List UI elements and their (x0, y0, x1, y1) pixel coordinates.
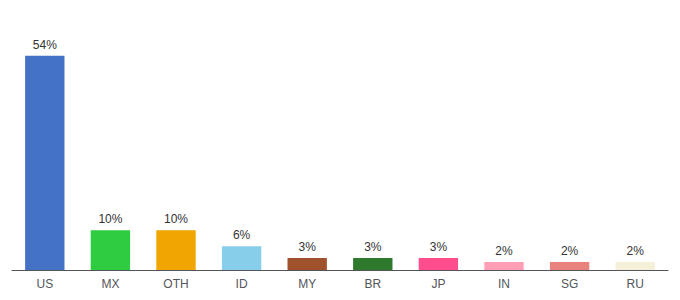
svg-text:BR: BR (364, 277, 381, 291)
svg-text:3%: 3% (430, 240, 448, 254)
svg-text:RU: RU (627, 277, 644, 291)
svg-text:MY: MY (298, 277, 316, 291)
svg-text:MX: MX (101, 277, 119, 291)
svg-text:54%: 54% (33, 38, 57, 52)
svg-text:SG: SG (561, 277, 578, 291)
svg-text:US: US (36, 277, 53, 291)
svg-text:3%: 3% (364, 240, 382, 254)
svg-text:2%: 2% (561, 244, 579, 258)
svg-text:2%: 2% (495, 244, 513, 258)
svg-text:JP: JP (431, 277, 445, 291)
svg-text:3%: 3% (299, 240, 317, 254)
svg-text:IN: IN (498, 277, 510, 291)
svg-text:2%: 2% (627, 244, 645, 258)
svg-text:OTH: OTH (163, 277, 188, 291)
svg-text:10%: 10% (98, 212, 122, 226)
svg-text:10%: 10% (164, 212, 188, 226)
svg-text:6%: 6% (233, 228, 251, 242)
svg-text:ID: ID (236, 277, 248, 291)
